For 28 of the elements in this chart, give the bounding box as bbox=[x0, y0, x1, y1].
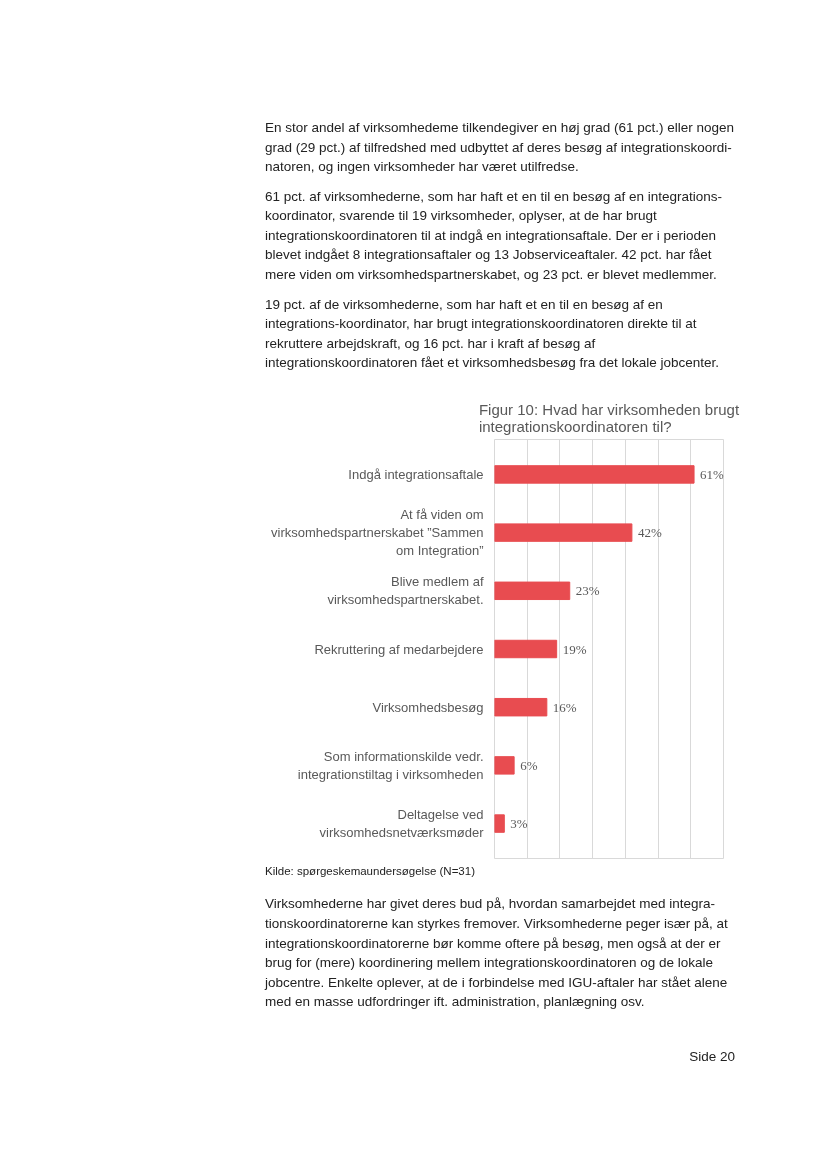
bar bbox=[494, 581, 571, 600]
data-label: 16% bbox=[552, 699, 577, 715]
data-label: 19% bbox=[562, 641, 587, 657]
bar bbox=[494, 814, 505, 833]
y-tick-label: Indgå integrationsaftale bbox=[348, 466, 484, 482]
y-tick-label: Som informationskilde vedr. integrationstiltag i virksomheden bbox=[297, 748, 484, 782]
data-label: 6% bbox=[520, 757, 538, 773]
text: En stor andel af virksomhedeme tilkendegiver en høj grad (61 pct.) eller nogen grad (29 pct.) af tilfredshed med udbyttet af deres besøg af integrationskoordi-natoren, og ingen virksomheder har været utilfredse. bbox=[265, 119, 735, 177]
text: Virksomhederne har givet deres bud på, hvordan samarbejdet med integra-tionskoordinatorerne kan styrkes fremover. Virksomhederne peger især på, at integrationskoordinatorerne bør komme oftere på besøg, men også at der er brug for (mere) koordinering mellem integrationskoordinatoren og de lokale jobcentre. Enkelte oplever, at de i forbindelse med IGU-aftaler har stået alene med en masse udfordringer ift. administration, planlægning osv. bbox=[265, 895, 729, 1012]
y-tick-label: Virksomhedsbesøg bbox=[372, 699, 484, 715]
data-label: 42% bbox=[637, 524, 662, 540]
data-label: 61% bbox=[700, 466, 725, 482]
bar bbox=[494, 697, 548, 717]
bar bbox=[494, 639, 558, 658]
chart-title: Figur 10: Hvad har virksomheden brugt integrationskoordinatoren til? bbox=[478, 400, 740, 435]
y-tick-label: Deltagelse ved virksomhedsnetværksmøder bbox=[319, 806, 485, 840]
bar bbox=[494, 755, 515, 775]
data-label: 23% bbox=[575, 583, 600, 599]
data-label: 3% bbox=[510, 815, 528, 831]
y-tick-label: Blive medlem af virksomhedspartnerskabet. bbox=[327, 574, 484, 608]
bar bbox=[494, 464, 695, 484]
bar bbox=[494, 523, 633, 542]
text: 19 pct. af de virksomhederne, som har haft et en til en besøg af en integrations-koordinator, har brugt integrationskoordinatoren direkte til at rekruttere arbejdskraft, og 16 pct. har i kraft af besøg af integrationskoordinatoren fået et virksomhedsbesøg fra det lokale jobcenter. bbox=[265, 295, 720, 373]
y-tick-label: At få viden om virksomhedspartnerskabet ”Sammen om Integration” bbox=[271, 506, 484, 558]
text: Side 20 bbox=[689, 1047, 735, 1066]
y-tick-label: Rekruttering af medarbejdere bbox=[314, 641, 484, 657]
text: Kilde: spørgeskemaundersøgelse (N=31) bbox=[265, 863, 475, 879]
text: 61 pct. af virksomhederne, som har haft et en til en besøg af en integrations-koordinator, svarende til 19 virksomheder, oplyser, at de har brugt integrationskoordinatoren til at indgå en integrationsaftale. Der er i perioden blevet indgået 8 integrationsaftaler og 13 Jobserviceaftaler. 42 pct. har fået mere viden om virksomhedspartnerskabet, og 23 pct. er blevet medlemmer. bbox=[265, 187, 723, 284]
